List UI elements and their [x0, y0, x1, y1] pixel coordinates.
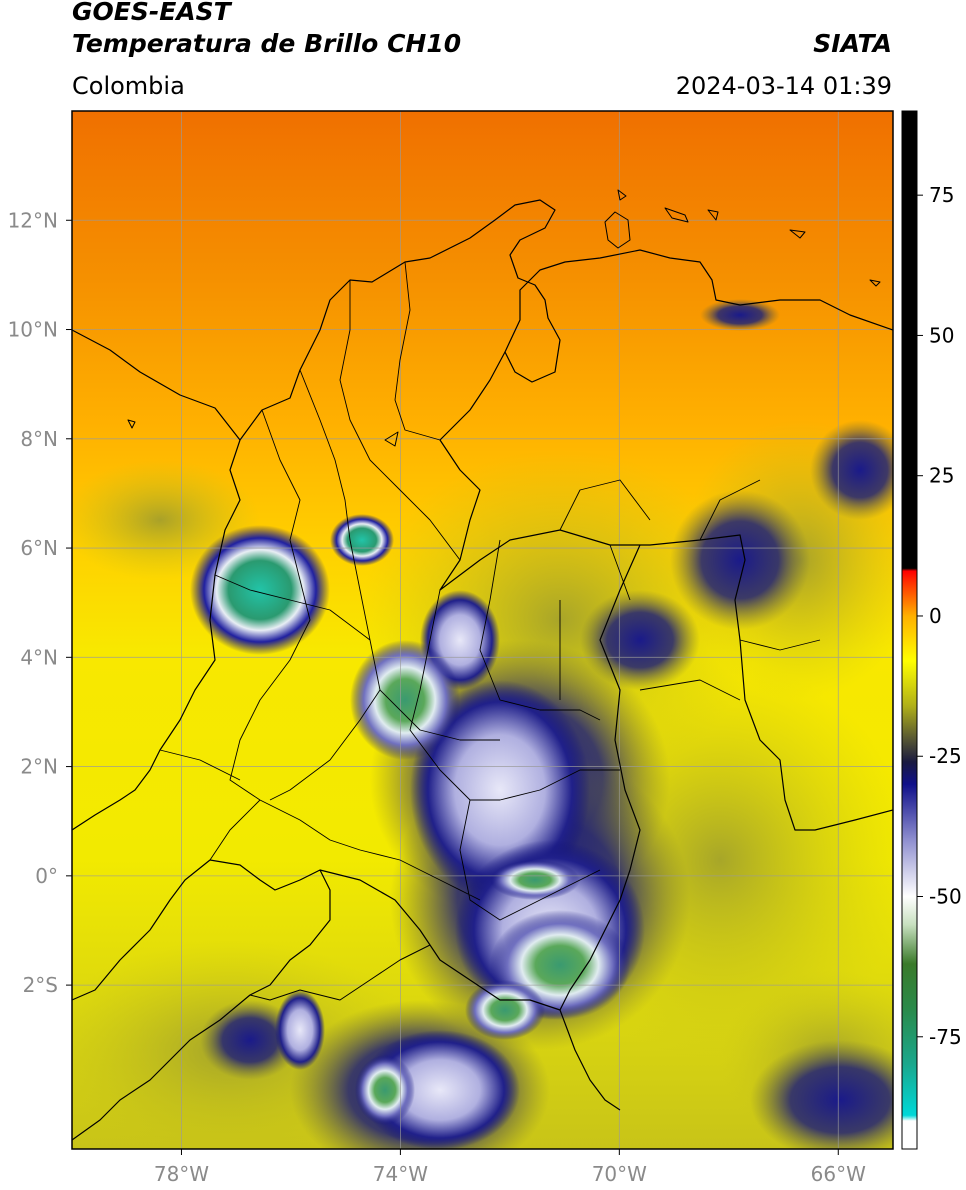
- lat-tick-label: 12°N: [8, 208, 58, 232]
- lon-tick-label: 70°W: [592, 1162, 647, 1186]
- lat-tick-label: 6°N: [20, 536, 58, 560]
- longitude-axis: 78°W 74°W 70°W 66°W: [154, 1149, 866, 1186]
- lon-tick-label: 78°W: [154, 1162, 209, 1186]
- colorbar-tick-label: -25: [929, 744, 962, 768]
- lat-tick-label: 2°S: [23, 973, 58, 997]
- colorbar-tick-label: 25: [929, 464, 954, 488]
- colorbar-tick-label: -75: [929, 1025, 962, 1049]
- region-label: Colombia: [72, 72, 185, 100]
- lat-tick-label: 4°N: [20, 645, 58, 669]
- map-panel: [72, 111, 893, 1149]
- department-boundaries: [159, 261, 620, 921]
- ecuador-coastline: [72, 859, 331, 1141]
- satellite-title: GOES-EAST: [72, 0, 231, 26]
- datetime-label: 2024-03-14 01:39: [675, 72, 892, 100]
- colorbar: [902, 111, 917, 1149]
- latitude-axis: 12°N 10°N 8°N 6°N 4°N 2°N 0° 2°S: [8, 208, 72, 997]
- caribbean-coastline: [72, 199, 893, 441]
- lat-tick-label: 10°N: [8, 318, 58, 342]
- colombia-venezuela-border: [439, 351, 893, 831]
- colombia-peru-border: [319, 869, 561, 1011]
- islands: [127, 189, 881, 447]
- map-frame: [71, 110, 894, 1150]
- lon-tick-label: 66°W: [811, 1162, 866, 1186]
- lat-tick-label: 8°N: [20, 427, 58, 451]
- colorbar-axis: 75 50 25 0 -25 -50 -75: [917, 183, 962, 1049]
- colorbar-tick-label: 75: [929, 183, 954, 207]
- lat-tick-label: 0°: [35, 864, 58, 888]
- graticule: [72, 111, 893, 1149]
- colombia-brazil-border: [559, 544, 641, 1111]
- boundaries: [72, 189, 893, 1141]
- lon-tick-label: 74°W: [373, 1162, 428, 1186]
- pacific-coastline: [72, 439, 241, 831]
- brand-label: SIATA: [813, 29, 892, 58]
- colorbar-frame: [901, 110, 918, 1150]
- colorbar-tick-label: 0: [929, 604, 942, 628]
- ecuador-peru-border: [249, 944, 431, 1001]
- lat-tick-label: 2°N: [20, 755, 58, 779]
- venezuela-states: [559, 479, 821, 701]
- colorbar-tick-label: 50: [929, 323, 954, 347]
- colorbar-tick-label: -50: [929, 885, 962, 909]
- product-title: Temperatura de Brillo CH10: [72, 29, 462, 58]
